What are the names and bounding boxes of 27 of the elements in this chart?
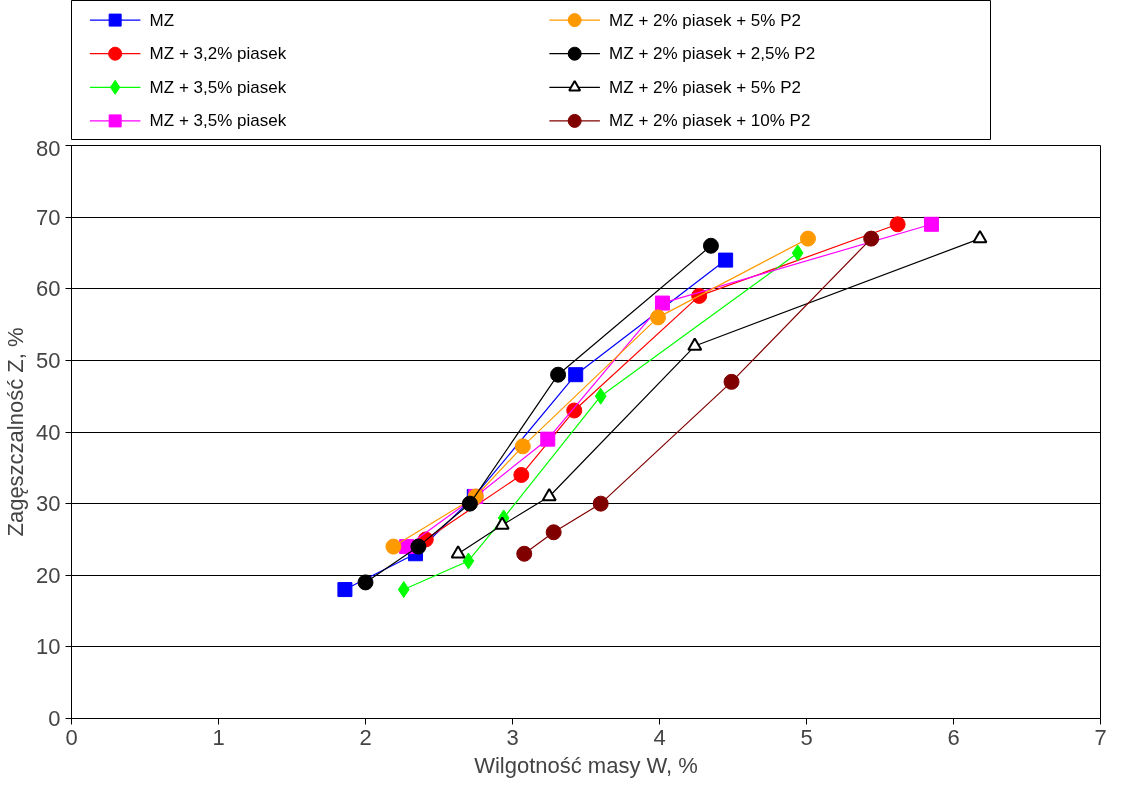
x-axis-title: Wilgotność masy W, % — [474, 752, 698, 778]
x-tick-label: 1 — [212, 724, 225, 750]
x-tick-label: 2 — [359, 724, 372, 750]
legend-label: MZ + 3,5% piasek — [149, 111, 287, 131]
legend-label: MZ + 2% piasek + 5% P2 — [609, 10, 801, 30]
y-tick-label: 30 — [36, 491, 61, 517]
y-tick-label: 0 — [48, 706, 61, 731]
x-tick-label: 4 — [653, 724, 666, 750]
y-axis-title: Zagęszczalność Z, % — [3, 327, 29, 537]
y-tick-label: 60 — [36, 276, 61, 302]
legend-label: MZ + 3,5% piasek — [149, 77, 287, 97]
legend-label: MZ + 2% piasek + 5% P2 — [609, 77, 801, 97]
y-tick-label: 70 — [36, 204, 61, 230]
y-tick-label: 10 — [36, 634, 61, 660]
legend-label: MZ + 2% piasek + 2,5% P2 — [609, 44, 816, 64]
legend-label: MZ + 3,2% piasek — [149, 44, 287, 64]
x-tick-label: 6 — [947, 724, 960, 750]
x-tick-label: 5 — [800, 724, 813, 750]
y-tick-label: 50 — [36, 347, 61, 373]
x-tick-label: 7 — [1094, 724, 1107, 750]
legend-label: MZ + 2% piasek + 10% P2 — [609, 111, 811, 131]
y-tick-label: 80 — [36, 135, 61, 161]
x-tick-label: 0 — [65, 724, 78, 750]
x-tick-label: 3 — [506, 724, 519, 750]
y-tick-label: 20 — [36, 562, 61, 588]
y-tick-label: 40 — [36, 419, 61, 445]
legend-label: MZ — [149, 10, 175, 30]
